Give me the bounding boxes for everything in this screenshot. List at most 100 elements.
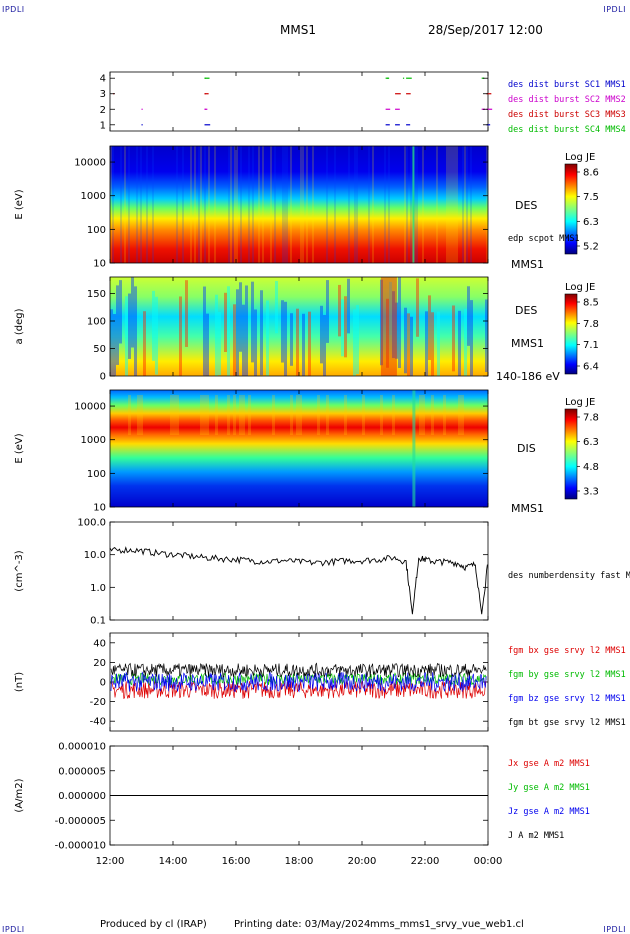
current-ytick-label: 0.000005 [58,766,106,777]
fgm-legend-entry: fgm bx gse srvy l2 MMS1 [508,646,626,656]
fgm-ylabel: (nT) [14,672,25,692]
footer-left-tag: IPDLI [2,925,25,934]
burst-mark [406,93,411,95]
fgm-legend-entry: fgm bt gse srvy l2 MMS1 [508,718,626,728]
burst-mark [204,77,206,79]
spacecraft-title: MMS1 [280,23,316,37]
dis-below-label: MMS1 [511,502,544,515]
density-ytick-label: 1.0 [90,583,106,594]
des-spectrogram-image [110,146,488,263]
burst-mark [395,93,401,95]
des-colorbar-tick: 6.3 [583,217,599,228]
footer-printing-date: Printing date: 03/May/2024 [234,919,371,930]
des-right-label: DES [515,199,537,212]
current-panel: -0.000010 -0.000005 0.000000 0.000005 0.0000… [14,742,590,852]
dis-colorbar-tick: 6.3 [583,437,599,448]
dis-right-label: DIS [517,442,536,455]
burst-mark [204,108,208,110]
des-pitch-angle-panel: 0 50 100 150 a (deg) [14,276,489,383]
burst-mark [402,77,405,79]
current-legend-entry: Jy gse A m2 MMS1 [508,783,590,793]
fgm-ytick-label: -20 [90,697,106,708]
fgm-series-line [110,671,487,693]
des-below-label: MMS1 [511,258,544,271]
burst-mark [141,124,143,126]
density-legend-entry: des numberdensity fast M [508,571,630,581]
header-right-tag: IPDLI [603,5,626,14]
burst-mark [395,124,400,126]
pad-side-label: MMS1 [511,337,544,350]
burst-ytick-label: 4 [100,74,106,85]
dis-ylabel: E (eV) [14,433,25,463]
current-legend-entry: J A m2 MMS1 [508,831,564,841]
burst-mark [204,108,206,110]
burst-mark [204,93,209,95]
des-spectrogram-panel: 10 100 1000 10000 E (eV) [14,145,489,270]
current-legend-entry: Jz gse A m2 MMS1 [508,807,590,817]
burst-mark [486,108,493,110]
burst-mark [385,108,391,110]
pad-colorbar-tick: 8.5 [583,298,599,309]
time-tick-label: 00:00 [474,856,503,867]
footer-script-name: mms_mms1_srvy_vue_web1.cl [370,919,524,930]
current-ytick-label: -0.000005 [55,816,106,827]
time-tick-label: 20:00 [348,856,377,867]
fgm-legend-entry: fgm bz gse srvy l2 MMS1 [508,694,626,704]
des-colorbar-tick: 8.6 [583,168,599,179]
fgm-ytick-label: 40 [93,638,106,649]
pad-colorbar-tick: 6.4 [583,362,599,373]
des-ylabel: E (eV) [14,189,25,219]
burst-legend-entry: des dist burst SC2 MMS2 [508,95,626,105]
current-ytick-label: 0.000010 [58,742,106,753]
dis-ytick-label: 10000 [74,402,106,413]
burst-mark [204,93,206,95]
des-ytick-label: 10000 [74,158,106,169]
time-tick-label: 22:00 [411,856,440,867]
current-ylabel: (A/m2) [14,778,25,812]
burst-legend-entry: des dist burst SC4 MMS4 [508,125,626,135]
pad-ytick-label: 150 [87,289,106,300]
burst-mark [387,77,389,79]
density-ytick-label: 0.1 [90,616,106,627]
fgm-ytick-label: 20 [93,658,106,669]
pad-colorbar-title: Log JE [565,282,595,293]
density-series-line [109,546,488,615]
burst-legend-entry: des dist burst SC1 MMS1 [508,80,626,90]
burst-mark [486,124,491,126]
density-panel: 0.1 1.0 10.0 100.0 (cm^-3) des numberdensity… [14,518,630,627]
pad-colorbar-tick: 7.1 [583,340,599,351]
dis-colorbar [564,408,578,500]
fgm-ytick-label: -40 [90,717,106,728]
burst-mark [406,77,412,79]
burst-panel: 1 2 3 4 des dist burst SC1 MMS1 des dist bur… [100,71,626,135]
dis-colorbar-tick: 3.3 [583,487,599,498]
footer-produced-by: Produced by cl (IRAP) [100,919,207,930]
fgm-legend-entry: fgm by gse srvy l2 MMS1 [508,670,626,680]
burst-mark [204,77,210,79]
pad-ytick-label: 0 [100,372,106,383]
des-ytick-label: 100 [87,225,106,236]
fgm-panel: -40 -20 0 20 40 (nT) fgm bx gse srvy l2 MMS1 f… [14,632,626,732]
burst-mark [395,108,400,110]
burst-mark [141,108,143,110]
burst-ytick-label: 1 [100,120,106,131]
datetime-title: 28/Sep/2017 12:00 [428,23,543,37]
dis-ytick-label: 1000 [81,435,106,446]
footer-right-tag: IPDLI [603,925,626,934]
dis-spectrogram-panel: 10 100 1000 10000 E (eV) [14,389,489,514]
pad-ytick-label: 50 [93,344,106,355]
time-tick-label: 16:00 [222,856,251,867]
time-tick-label: 14:00 [159,856,188,867]
density-ytick-label: 10.0 [84,550,106,561]
dis-ytick-label: 10 [93,503,106,514]
pad-image [110,277,488,376]
dis-colorbar-tick: 7.8 [583,413,599,424]
fgm-series-line [110,662,487,678]
time-tick-label: 12:00 [96,856,125,867]
burst-mark [486,93,492,95]
pad-ytick-label: 100 [87,317,106,328]
burst-mark [385,124,390,126]
burst-ytick-label: 2 [100,105,106,116]
des-colorbar [564,163,578,255]
current-ytick-label: -0.000010 [55,841,106,852]
